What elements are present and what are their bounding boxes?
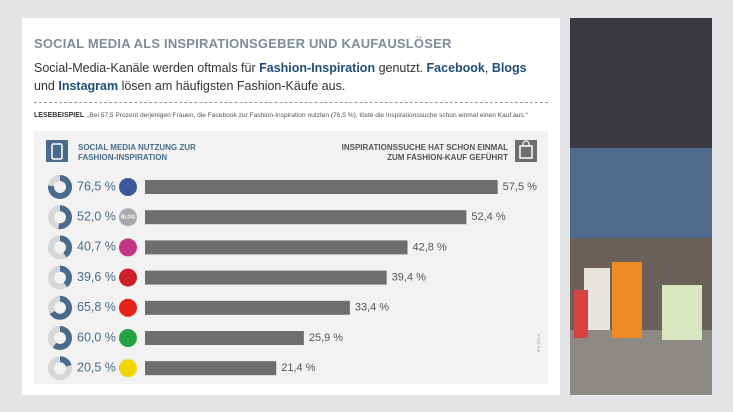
subtitle-part: Social-Media-Kanäle werden oftmals für bbox=[34, 61, 260, 75]
photo-part bbox=[584, 268, 610, 330]
value-label: 40,7 % bbox=[77, 240, 116, 254]
donut-arc bbox=[48, 295, 72, 320]
donut-arc bbox=[48, 235, 72, 260]
phone-icon bbox=[51, 143, 63, 160]
value-label: 20,5 % bbox=[77, 360, 116, 374]
bar bbox=[145, 210, 467, 225]
value-label: 57,5 % bbox=[503, 181, 537, 193]
value-label: 33,4 % bbox=[355, 302, 389, 314]
donut-arc bbox=[48, 175, 72, 199]
photo-part bbox=[570, 148, 712, 238]
value-label: 42,8 % bbox=[413, 241, 447, 253]
bag-handle bbox=[522, 140, 530, 146]
subtitle-part: Fashion-Inspiration bbox=[259, 61, 376, 75]
donut-arc bbox=[48, 265, 72, 290]
platform-icon bbox=[119, 238, 137, 257]
legend-left: SOCIAL MEDIA NUTZUNG ZUR FASHION-INSPIRA… bbox=[78, 143, 196, 162]
bar bbox=[145, 270, 387, 285]
photo-part bbox=[570, 18, 712, 148]
subtitle-part: genutzt. bbox=[375, 61, 427, 75]
value-label: 52,0 % bbox=[77, 209, 116, 223]
subtitle-part: , bbox=[484, 61, 492, 75]
platform-icon bbox=[119, 208, 137, 227]
category-label: BLOG bbox=[121, 215, 136, 221]
value-label: 60,0 % bbox=[77, 330, 116, 344]
platform-icon bbox=[119, 329, 137, 347]
bar bbox=[145, 361, 277, 376]
donut-arc bbox=[48, 326, 72, 350]
divider bbox=[34, 102, 548, 103]
value-label: 65,8 % bbox=[77, 300, 116, 314]
value-label: 39,4 % bbox=[392, 272, 426, 284]
subtitle-part: Instagram bbox=[58, 79, 119, 93]
platform-icon bbox=[119, 359, 137, 378]
value-label: 21,4 % bbox=[281, 362, 315, 374]
value-label: 25,9 % bbox=[309, 332, 343, 344]
platform-icon bbox=[119, 178, 137, 196]
photo-part bbox=[612, 262, 642, 338]
photo-part bbox=[662, 285, 702, 340]
bag-icon bbox=[519, 145, 533, 159]
example-label: LESEBEISPIEL bbox=[34, 112, 85, 119]
platform-icon bbox=[119, 268, 137, 287]
title: SOCIAL MEDIA ALS INSPIRATIONSGEBER UND K… bbox=[34, 36, 452, 51]
bar bbox=[145, 240, 408, 255]
example: LESEBEISPIEL „Bei 57,5 Prozent derjenigen… bbox=[34, 112, 528, 119]
donut-arc bbox=[48, 356, 72, 381]
value-label: 39,6 % bbox=[77, 270, 116, 284]
value-label: 76,5 % bbox=[77, 179, 116, 193]
subtitle-part: und bbox=[34, 61, 531, 93]
donut-arc bbox=[48, 205, 72, 230]
bar bbox=[145, 331, 304, 345]
platform-icon bbox=[119, 298, 137, 317]
subtitle: Social-Media-Kanäle werden oftmals für F… bbox=[34, 59, 534, 95]
example-text: „Bei 57,5 Prozent derjenigen Frauen, die… bbox=[87, 112, 528, 119]
value-label: 52,4 % bbox=[471, 211, 505, 223]
subtitle-part: lösen am häufigsten Fashion-Käufe aus. bbox=[118, 79, 346, 93]
bar bbox=[145, 180, 498, 194]
subtitle-part: Facebook bbox=[426, 61, 485, 75]
photo-part bbox=[574, 290, 588, 338]
photo-part bbox=[570, 330, 712, 395]
bar bbox=[145, 300, 350, 315]
subtitle-part: Blogs bbox=[491, 61, 527, 75]
legend-right: INSPIRATIONSSUCHE HAT SCHON EINMAL ZUM F… bbox=[341, 143, 508, 162]
